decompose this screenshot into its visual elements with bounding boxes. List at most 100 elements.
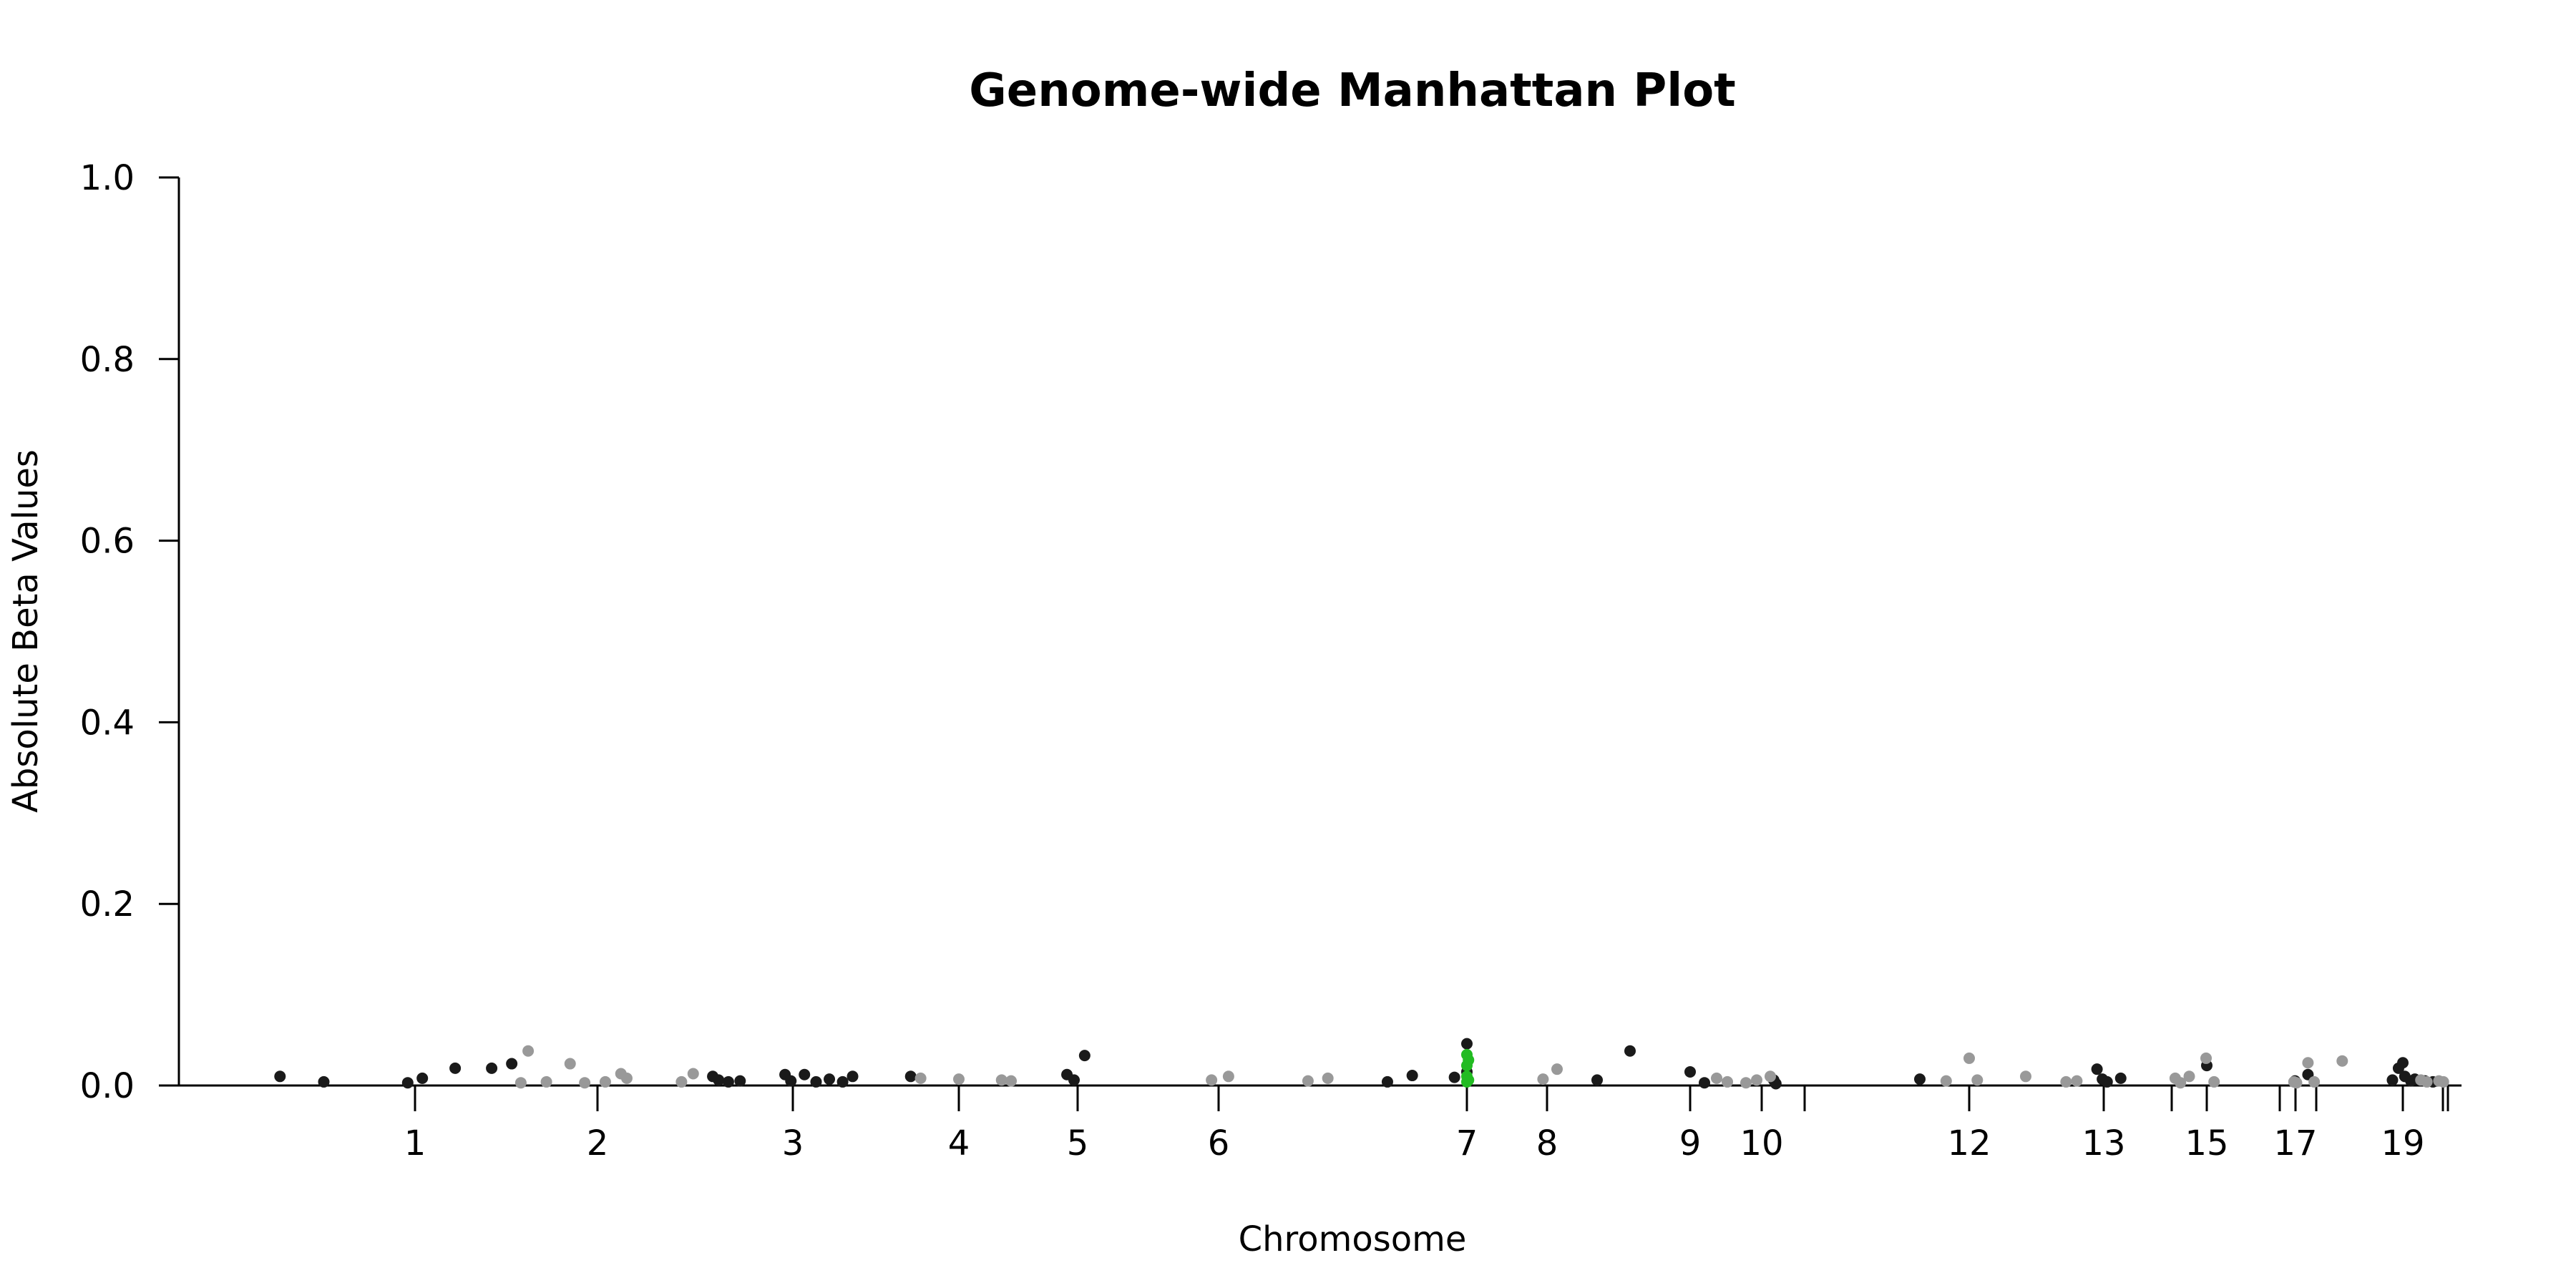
data-point <box>1078 1050 1091 1062</box>
data-point <box>904 1070 917 1083</box>
data-point <box>2114 1072 2127 1084</box>
x-tick-label: 19 <box>2381 1123 2424 1163</box>
y-tick-label: 0.0 <box>80 1066 135 1106</box>
data-point <box>579 1077 591 1089</box>
x-tick-label: 4 <box>948 1123 970 1163</box>
chart-title: Genome-wide Manhattan Plot <box>969 64 1736 117</box>
data-point <box>274 1070 286 1083</box>
x-tick-label: 10 <box>1740 1123 1783 1163</box>
data-point <box>687 1068 699 1080</box>
data-point <box>1461 1075 1473 1088</box>
x-tick-label: 13 <box>2082 1123 2125 1163</box>
data-point <box>1940 1075 1952 1087</box>
data-point <box>2302 1057 2314 1069</box>
data-point <box>810 1075 822 1088</box>
x-axis-label: Chromosome <box>1239 1219 1467 1259</box>
y-tick-label: 0.4 <box>80 703 135 743</box>
data-point <box>1740 1077 1752 1089</box>
data-point <box>1302 1075 1314 1087</box>
data-point <box>1537 1073 1549 1085</box>
x-tick-label: 2 <box>587 1123 609 1163</box>
x-tick-label: 5 <box>1067 1123 1089 1163</box>
x-tick-label: 3 <box>782 1123 804 1163</box>
data-point <box>2437 1075 2449 1088</box>
data-point <box>2290 1077 2303 1089</box>
data-point <box>734 1075 746 1087</box>
data-point <box>1206 1074 1218 1086</box>
data-point <box>1971 1074 1984 1086</box>
data-point <box>1699 1077 1710 1089</box>
y-tick-label: 0.2 <box>80 884 135 924</box>
data-point <box>1406 1070 1418 1082</box>
data-point <box>514 1077 527 1089</box>
data-point <box>914 1072 927 1084</box>
x-tick-label: 8 <box>1536 1123 1558 1163</box>
x-tick-label: 15 <box>2185 1123 2228 1163</box>
y-tick-label: 1.0 <box>80 158 135 198</box>
data-point <box>506 1058 518 1070</box>
data-point <box>2060 1075 2072 1088</box>
x-tick-label: 17 <box>2273 1123 2317 1163</box>
y-tick-label: 0.6 <box>80 522 135 562</box>
data-point <box>318 1075 330 1088</box>
y-axis: 0.0 0.2 0.4 0.6 0.8 1.0 <box>80 158 180 1106</box>
data-point <box>2091 1063 2103 1075</box>
data-point <box>1765 1070 1776 1083</box>
data-point <box>1751 1074 1762 1086</box>
data-point <box>1068 1074 1080 1086</box>
data-point <box>995 1074 1008 1086</box>
data-point <box>1381 1075 1393 1088</box>
x-axis: 1 2 3 4 5 6 7 8 9 10 12 13 15 17 19 <box>179 1084 2462 1163</box>
data-point <box>416 1072 429 1084</box>
data-point <box>486 1062 498 1074</box>
data-points <box>274 1038 2449 1090</box>
data-point <box>2208 1075 2220 1088</box>
data-point <box>722 1075 734 1088</box>
data-point <box>564 1058 576 1070</box>
data-point <box>1963 1052 1975 1064</box>
data-point <box>1322 1072 1334 1084</box>
data-point <box>2421 1075 2433 1088</box>
data-point <box>620 1072 633 1084</box>
data-point <box>1461 1060 1473 1072</box>
data-point <box>836 1075 849 1088</box>
data-point <box>401 1077 414 1089</box>
data-point <box>2175 1077 2187 1089</box>
data-point <box>1914 1073 1926 1085</box>
data-point <box>799 1068 811 1080</box>
data-point <box>1684 1065 1696 1078</box>
data-point <box>785 1075 797 1087</box>
x-tick-label: 9 <box>1679 1123 1702 1163</box>
data-point <box>824 1073 836 1085</box>
data-point <box>1722 1075 1733 1088</box>
data-point <box>1624 1045 1636 1057</box>
data-point <box>953 1073 965 1085</box>
data-point <box>599 1075 611 1088</box>
y-tick-label: 0.8 <box>80 340 135 380</box>
x-tick-label: 6 <box>1208 1123 1230 1163</box>
data-point <box>2336 1055 2348 1067</box>
data-point <box>540 1075 552 1088</box>
data-point <box>1461 1038 1473 1050</box>
data-point <box>2308 1075 2321 1088</box>
x-tick-label: 1 <box>404 1123 426 1163</box>
data-point <box>713 1074 725 1086</box>
data-point <box>2200 1052 2212 1064</box>
data-point <box>1591 1074 1603 1086</box>
data-point <box>1448 1071 1460 1083</box>
data-point <box>675 1075 688 1088</box>
data-point <box>1222 1070 1234 1083</box>
data-point <box>2397 1057 2409 1069</box>
data-point <box>1005 1075 1018 1087</box>
data-point <box>1551 1063 1563 1075</box>
data-point <box>1711 1072 1722 1084</box>
data-point <box>449 1062 462 1074</box>
data-point <box>2071 1075 2083 1087</box>
x-tick-label: 12 <box>1947 1123 1991 1163</box>
data-point <box>2386 1074 2399 1086</box>
data-point <box>2019 1070 2031 1083</box>
y-axis-label: Absolute Beta Values <box>6 449 46 813</box>
data-point <box>847 1070 859 1083</box>
data-point <box>522 1045 535 1057</box>
